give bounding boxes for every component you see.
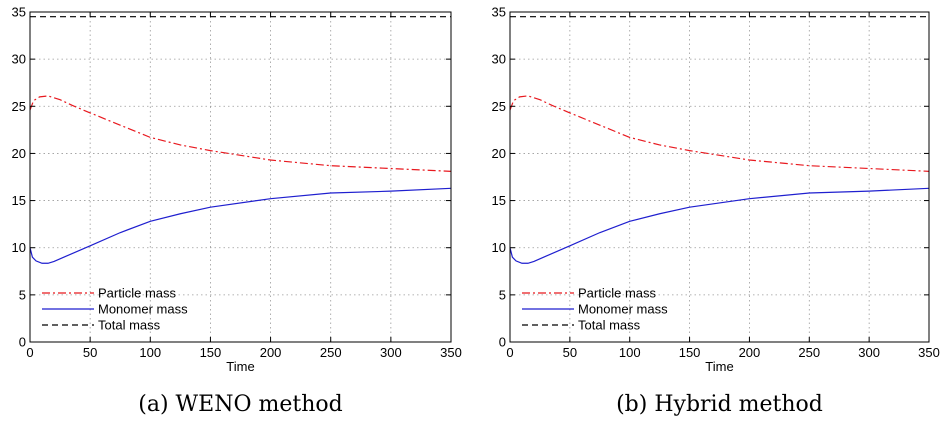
x-tick-label: 350: [918, 345, 940, 360]
x-tick-label: 150: [679, 345, 701, 360]
legend-label: Monomer mass: [578, 302, 668, 317]
x-tick-label: 200: [260, 345, 282, 360]
y-tick-label: 20: [12, 146, 26, 161]
series-line-particle-mass: [509, 95, 930, 172]
legend-label: Monomer mass: [98, 302, 188, 317]
y-tick-label: 25: [12, 99, 26, 114]
x-tick-label: 250: [320, 345, 342, 360]
legend-label: Particle mass: [98, 286, 177, 301]
y-tick-label: 0: [499, 335, 506, 350]
x-tick-label: 0: [26, 345, 33, 360]
y-tick-label: 10: [492, 240, 506, 255]
x-tick-label: 300: [380, 345, 402, 360]
figure-caption: (a) WENO method: [138, 392, 342, 417]
y-tick-label: 35: [492, 5, 506, 20]
y-tick-label: 25: [492, 99, 506, 114]
series-line-monomer-mass: [509, 187, 930, 264]
y-tick-label: 5: [499, 287, 506, 302]
y-tick-label: 0: [19, 335, 26, 350]
y-tick-label: 20: [492, 146, 506, 161]
figure-caption: (b) Hybrid method: [616, 392, 823, 417]
plot-area: [510, 12, 929, 342]
x-tick-label: 0: [506, 345, 513, 360]
x-tick-label: 200: [739, 345, 761, 360]
y-tick-label: 15: [12, 193, 26, 208]
x-tick-label: 300: [858, 345, 880, 360]
plot-frame: [509, 11, 930, 343]
x-tick-label: 50: [563, 345, 577, 360]
legend-label: Total mass: [98, 318, 161, 333]
x-tick-label: 100: [619, 345, 641, 360]
y-tick-label: 10: [12, 240, 26, 255]
series-line-particle-mass: [29, 95, 452, 172]
y-tick-label: 35: [12, 5, 26, 20]
y-tick-label: 30: [12, 52, 26, 67]
chart-panel-2: 0 50 100 150 200 250 300 350 0 5 10 15 20 25 30 35 Time P…: [492, 5, 940, 418]
y-tick-label: 5: [19, 287, 26, 302]
series-line-monomer-mass: [29, 187, 452, 264]
plot-area: [30, 12, 451, 342]
x-axis-label: Time: [705, 359, 733, 374]
x-tick-label: 50: [83, 345, 97, 360]
legend-label: Particle mass: [578, 286, 657, 301]
x-tick-label: 250: [798, 345, 820, 360]
legend-label: Total mass: [578, 318, 641, 333]
x-tick-label: 350: [440, 345, 462, 360]
plot-frame: [29, 11, 452, 343]
y-tick-label: 30: [492, 52, 506, 67]
x-axis-label: Time: [226, 359, 254, 374]
chart-panel-1: 0 50 100 150 200 250 300 350 0 5 10 15 20 25 30 35 Time P…: [12, 5, 462, 418]
y-tick-label: 15: [492, 193, 506, 208]
x-tick-label: 100: [139, 345, 161, 360]
x-tick-label: 150: [200, 345, 222, 360]
